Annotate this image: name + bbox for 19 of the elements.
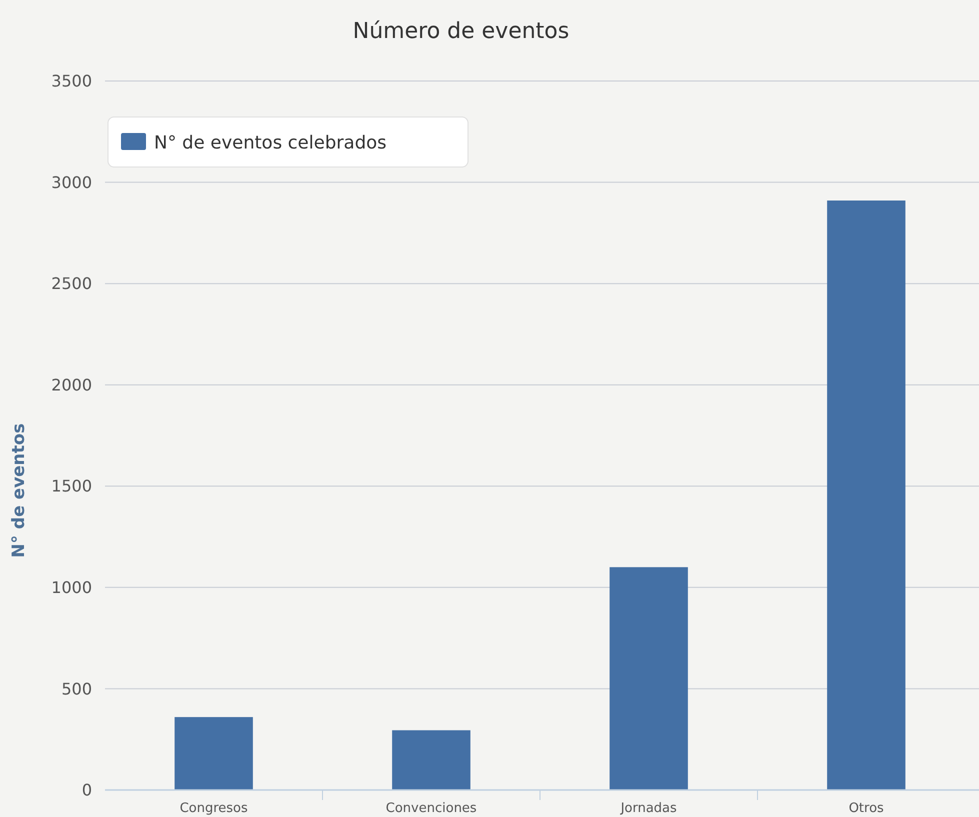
x-tick-label: Congresos [180, 801, 248, 816]
bar [610, 567, 688, 790]
y-tick-label: 3500 [51, 72, 92, 91]
x-tick-label: Jornadas [620, 801, 678, 816]
bar [827, 200, 906, 790]
x-tick-label: Otros [848, 801, 884, 816]
y-tick-label: 2500 [51, 274, 92, 294]
x-tick-label: Convenciones [386, 801, 477, 816]
bar [174, 717, 253, 790]
y-tick-label: 1000 [51, 578, 92, 598]
bar [392, 730, 470, 790]
y-tick-label: 3000 [51, 172, 92, 192]
chart-title: Número de eventos [352, 19, 570, 44]
legend-label: N° de eventos celebrados [154, 132, 387, 154]
y-tick-label: 2000 [51, 375, 92, 394]
y-axis-title: N° de eventos [9, 423, 29, 558]
y-tick-label: 1500 [51, 476, 92, 496]
y-tick-label: 500 [61, 679, 92, 698]
y-tick-label: 0 [82, 780, 92, 800]
